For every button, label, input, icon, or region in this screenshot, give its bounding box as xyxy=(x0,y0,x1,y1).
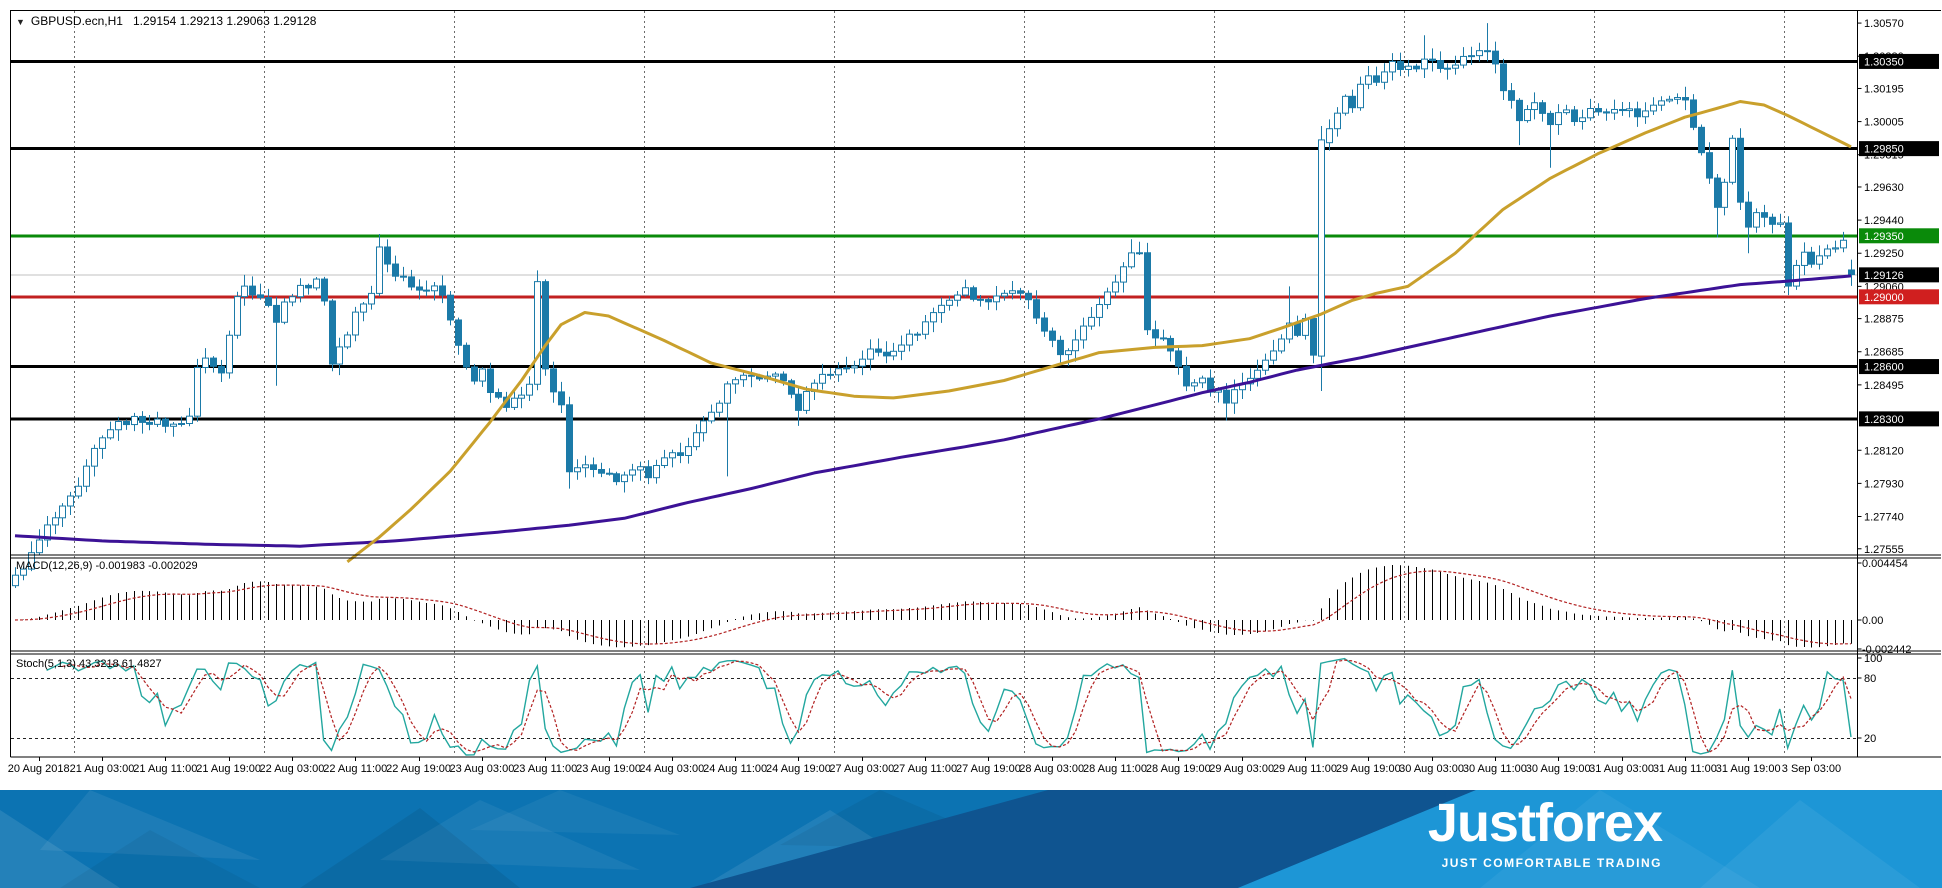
price-badge-label: 1.29126 xyxy=(1864,270,1904,282)
macd-indicator-label: MACD(12,26,9) -0.001983 -0.002029 xyxy=(16,560,198,572)
macd-signal-line xyxy=(14,570,1851,645)
time-tick-label: 28 Aug 11:00 xyxy=(1083,763,1147,775)
price-badge-label: 1.29000 xyxy=(1864,292,1904,304)
stochastic-panel xyxy=(11,657,1858,756)
price-badge-label: 1.28300 xyxy=(1864,414,1904,426)
time-tick-label: 31 Aug 11:00 xyxy=(1653,763,1717,775)
time-tick-label: 30 Aug 03:00 xyxy=(1399,763,1464,775)
time-tick-label: 21 Aug 11:00 xyxy=(133,763,197,775)
footer-triangle-shape xyxy=(1700,800,1920,888)
price-badge xyxy=(1859,53,1939,69)
footer-bright-band xyxy=(1238,790,1942,888)
chart-title: ▼ GBPUSD.ecn,H1 1.29154 1.29213 1.29063 1.… xyxy=(16,14,316,28)
footer-triangle-shape xyxy=(1480,790,1760,888)
footer-banner: Justforex JUST COMFORTABLE TRADING xyxy=(0,790,1942,888)
price-badge-label: 1.29350 xyxy=(1864,231,1904,243)
time-tick-label: 23 Aug 19:00 xyxy=(576,763,641,775)
brand-logo-text: Justforex xyxy=(1427,793,1663,853)
time-tick-label: 30 Aug 19:00 xyxy=(1526,763,1591,775)
price-tick-label: 1.27555 xyxy=(1864,544,1904,556)
price-tick-label: 1.30570 xyxy=(1864,18,1904,30)
panel-borders xyxy=(10,10,1941,758)
time-tick-label: 27 Aug 11:00 xyxy=(893,763,957,775)
price-badge xyxy=(1859,289,1939,305)
price-tick-label: 1.30195 xyxy=(1864,83,1904,95)
footer-triangle-shape xyxy=(0,810,120,888)
price-badge xyxy=(1859,267,1939,283)
footer-triangle-shape xyxy=(300,808,520,888)
stoch-axis-label: 80 xyxy=(1864,673,1876,685)
time-tick-label: 30 Aug 11:00 xyxy=(1463,763,1527,775)
chart-plot-area[interactable] xyxy=(11,10,1858,554)
stoch-k-line xyxy=(46,657,1852,756)
time-tick-label: 23 Aug 11:00 xyxy=(513,763,577,775)
time-tick-label: 20 Aug 2018 xyxy=(8,763,70,775)
stoch-d-line xyxy=(62,659,1852,754)
time-tick-label: 21 Aug 19:00 xyxy=(196,763,261,775)
macd-axis-label: -0.002442 xyxy=(1862,644,1912,656)
price-tick-label: 1.29630 xyxy=(1864,182,1904,194)
time-tick-label: 28 Aug 03:00 xyxy=(1019,763,1084,775)
price-tick-label: 1.30005 xyxy=(1864,117,1904,129)
price-tick-label: 1.28120 xyxy=(1864,445,1904,457)
time-tick-label: 24 Aug 19:00 xyxy=(766,763,831,775)
title-ohlc-values: 1.29154 1.29213 1.29063 1.29128 xyxy=(132,14,317,28)
price-badge xyxy=(1859,359,1939,375)
price-tick-label: 1.29250 xyxy=(1864,248,1904,260)
symbol-period-label: GBPUSD.ecn,H1 xyxy=(30,14,123,28)
time-tick-label: 22 Aug 19:00 xyxy=(386,763,451,775)
brand-tagline: JUST COMFORTABLE TRADING xyxy=(1441,856,1662,870)
price-badge xyxy=(1859,228,1939,244)
time-tick-label: 24 Aug 03:00 xyxy=(639,763,704,775)
time-tick-label: 22 Aug 11:00 xyxy=(323,763,387,775)
symbol-dropdown-icon[interactable]: ▼ xyxy=(16,17,25,27)
time-tick-label: 24 Aug 11:00 xyxy=(703,763,767,775)
stoch-axis-label: 20 xyxy=(1864,733,1876,745)
time-tick-label: 28 Aug 19:00 xyxy=(1146,763,1211,775)
fast-ma-line xyxy=(346,100,1852,563)
price-badge-label: 1.30350 xyxy=(1864,56,1904,68)
macd-axis-label: 0.004454 xyxy=(1862,558,1908,570)
price-tick-label: 1.28495 xyxy=(1864,380,1904,392)
time-tick-label: 29 Aug 03:00 xyxy=(1209,763,1274,775)
price-tick-label: 1.28685 xyxy=(1864,347,1904,359)
time-tick-label: 29 Aug 19:00 xyxy=(1336,763,1401,775)
moving-averages xyxy=(14,100,1852,563)
price-badge xyxy=(1859,141,1939,157)
time-tick-label: 31 Aug 19:00 xyxy=(1716,763,1781,775)
time-tick-label: 29 Aug 11:00 xyxy=(1273,763,1337,775)
time-tick-label: 31 Aug 03:00 xyxy=(1589,763,1654,775)
footer-triangle-shape xyxy=(40,790,260,860)
price-axis[interactable]: 1.305701.303801.301951.300051.298151.296… xyxy=(1857,18,1940,745)
time-tick-label: 22 Aug 03:00 xyxy=(260,763,325,775)
footer-triangle-shape xyxy=(60,830,260,888)
price-tick-label: 1.27930 xyxy=(1864,478,1904,490)
footer-triangle-shape xyxy=(380,800,640,870)
day-grid-lines xyxy=(74,11,1785,756)
price-badge xyxy=(1859,411,1939,427)
time-tick-label: 27 Aug 03:00 xyxy=(829,763,894,775)
macd-panel xyxy=(14,564,1852,648)
price-tick-label: 1.29440 xyxy=(1864,215,1904,227)
horizontal-level-lines xyxy=(11,59,1858,421)
price-badge-label: 1.28600 xyxy=(1864,362,1904,374)
time-tick-label: 21 Aug 03:00 xyxy=(70,763,135,775)
footer-triangle-shape xyxy=(470,790,680,835)
footer-dark-band xyxy=(690,790,1476,888)
price-tick-label: 1.28875 xyxy=(1864,314,1904,326)
chart-canvas[interactable]: 1.305701.303801.301951.300051.298151.296… xyxy=(0,0,1942,788)
time-tick-label: 27 Aug 19:00 xyxy=(956,763,1021,775)
footer-art xyxy=(0,790,1942,888)
macd-axis-label: 0.00 xyxy=(1862,615,1883,627)
time-tick-label: 3 Sep 03:00 xyxy=(1782,763,1841,775)
stoch-indicator-label: Stoch(5,1,3) 43.3218 61.4827 xyxy=(16,658,162,670)
price-tick-label: 1.27740 xyxy=(1864,512,1904,524)
price-badge-label: 1.29850 xyxy=(1864,144,1904,156)
stoch-axis-label: 100 xyxy=(1864,653,1882,665)
slow-ma-line xyxy=(14,274,1852,548)
time-tick-label: 23 Aug 03:00 xyxy=(449,763,514,775)
